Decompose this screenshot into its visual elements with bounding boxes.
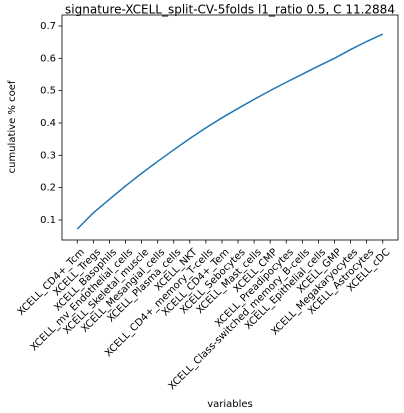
- y-tick-label: 0.7: [40, 21, 56, 32]
- y-tick-label: 0.5: [40, 86, 56, 97]
- y-tick-label: 0.4: [40, 118, 56, 129]
- y-axis-label: cumulative % coef: [7, 80, 18, 173]
- y-tick-label: 0.2: [40, 183, 56, 194]
- plot-frame: [61, 14, 399, 241]
- y-tick-label: 0.3: [40, 150, 56, 161]
- chart-title: signature-XCELL_split-CV-5folds l1_ratio…: [65, 3, 395, 17]
- y-tick-label: 0.6: [40, 53, 56, 64]
- x-axis-label: variables: [207, 399, 253, 410]
- y-tick-label: 0.1: [40, 215, 56, 226]
- line-series: [76, 33, 384, 230]
